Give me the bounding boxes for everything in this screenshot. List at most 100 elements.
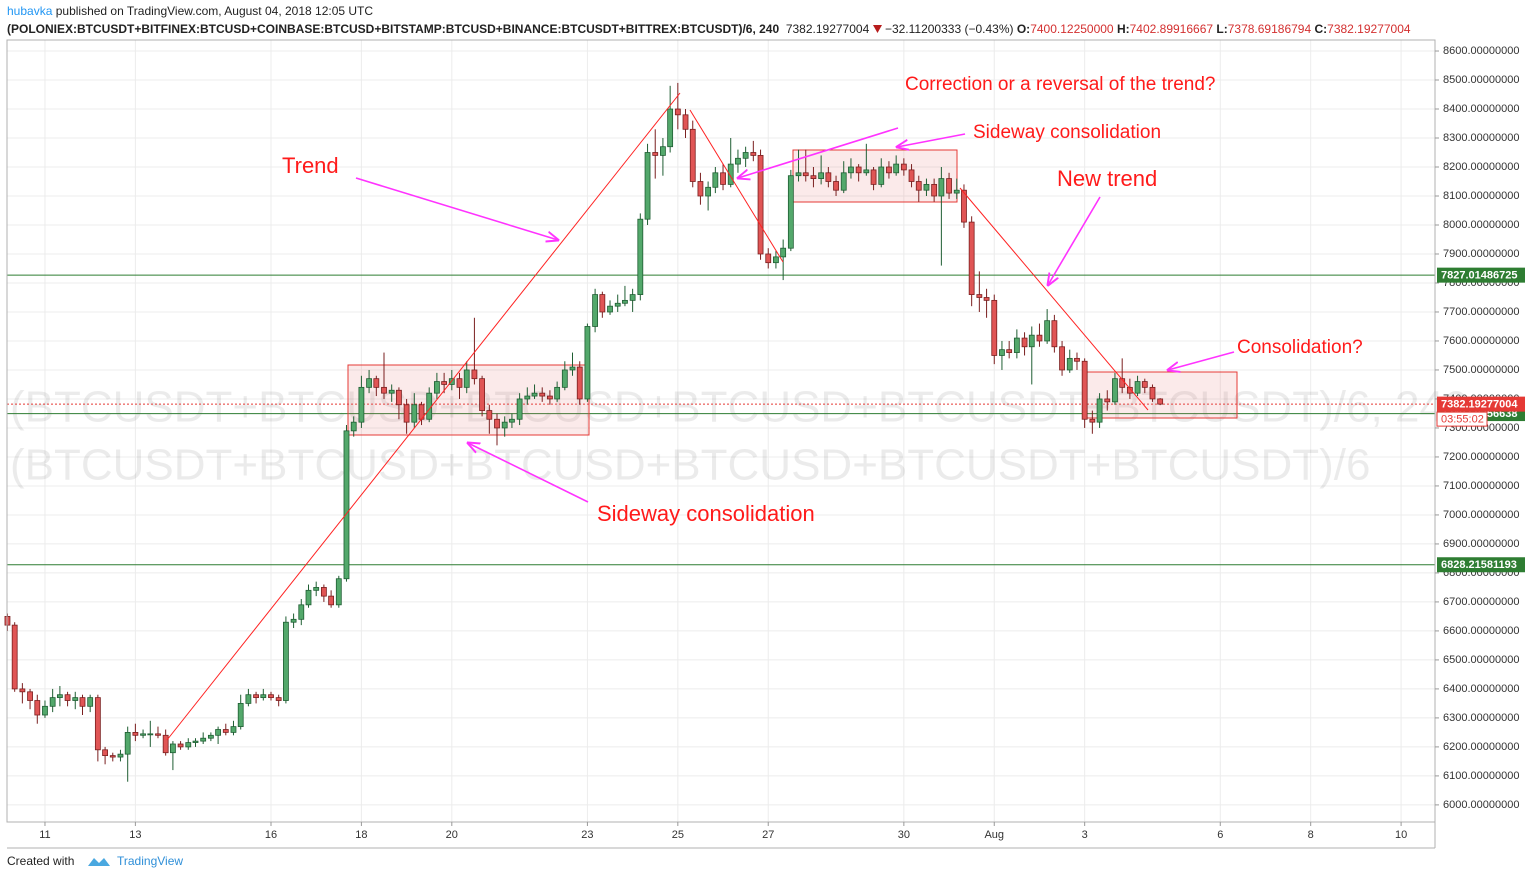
h-value: 7402.89916667 [1129, 22, 1214, 36]
candle-body [689, 128, 696, 182]
arrow [355, 177, 558, 240]
candle-body [855, 166, 862, 174]
candle-body [915, 181, 922, 191]
candle-body [614, 302, 621, 307]
candle-body [946, 178, 952, 194]
candle-body [802, 172, 809, 177]
candle-body [576, 366, 583, 400]
candle-body [245, 694, 252, 704]
l-label: L: [1216, 22, 1228, 36]
candle-body [1044, 320, 1051, 342]
candle-body [358, 386, 365, 423]
candle-body [848, 166, 854, 174]
candle-body [870, 169, 877, 185]
candle-body [840, 172, 847, 191]
candle-body [42, 705, 48, 716]
candle-body [938, 178, 945, 197]
y-tick-label: 8000.00000000 [1443, 219, 1519, 231]
candle-body [735, 157, 741, 165]
candle-body [923, 183, 930, 191]
candle-body [818, 172, 825, 179]
x-tick-label: 10 [1395, 829, 1407, 841]
candle-body [320, 587, 327, 597]
y-tick-label: 8600.00000000 [1443, 45, 1519, 57]
candle-body [516, 398, 523, 420]
candle-body [388, 389, 395, 394]
x-tick-label: 20 [446, 829, 458, 841]
candle-body [441, 381, 448, 385]
candle-body [878, 166, 885, 185]
y-tick-label: 8400.00000000 [1443, 103, 1519, 115]
candle-body [660, 146, 666, 156]
author[interactable]: hubavka [7, 4, 53, 18]
price-badge-label: 6828.21581193 [1441, 559, 1517, 571]
candle-body [833, 181, 839, 191]
drawings [347, 149, 1238, 436]
annotation: Trend [282, 153, 339, 178]
candle-body [983, 297, 990, 301]
range-box [1086, 371, 1238, 419]
x-tick-label: 8 [1308, 829, 1314, 841]
candle-body [19, 688, 26, 693]
candle-body [757, 155, 764, 255]
candle-body [87, 697, 94, 707]
footer-brand[interactable]: TradingView [117, 854, 183, 868]
candle-body [350, 421, 357, 432]
candle-body [968, 221, 975, 295]
candle-body [192, 740, 199, 743]
y-tick-label: 7700.00000000 [1443, 306, 1519, 318]
annotation: Consolidation? [1237, 337, 1363, 358]
arrow [1048, 196, 1101, 285]
candle-body [124, 732, 131, 755]
candle-body [479, 378, 485, 411]
y-tick-label: 6400.00000000 [1443, 683, 1519, 695]
c-value: 7382.19277004 [1327, 22, 1411, 36]
candle-body [456, 378, 463, 388]
annotation: Correction or a reversal of the trend? [905, 74, 1216, 95]
quote-line: (POLONIEX:BTCUSDT+BITFINEX:BTCUSD+COINBA… [7, 22, 1411, 36]
candle-body [1036, 334, 1043, 342]
candle-body [961, 189, 967, 223]
candle-body [222, 729, 229, 733]
candle-body [1126, 386, 1133, 394]
candle-body [773, 256, 779, 264]
x-tick-label: 18 [355, 829, 367, 841]
change: −32.11200333 (−0.43%) [884, 22, 1014, 36]
candle-body [381, 386, 387, 394]
candle-body [1141, 381, 1148, 388]
h-label: H: [1116, 22, 1130, 36]
candle-body [1149, 386, 1156, 400]
trend-line [166, 92, 681, 741]
y-tick-label: 6900.00000000 [1443, 538, 1519, 550]
candle-body [531, 392, 538, 397]
annotation: Sideway consolidation [597, 501, 815, 526]
y-tick-label: 8300.00000000 [1443, 132, 1519, 144]
candle-body [253, 694, 259, 699]
candle-body [64, 694, 71, 701]
candle-body [607, 305, 613, 313]
footer-logo [88, 858, 110, 866]
candle-body [1112, 378, 1118, 403]
candle-body [509, 418, 515, 423]
candle-body [155, 733, 161, 736]
candle-body [1157, 398, 1164, 405]
candle-body [49, 697, 56, 707]
candle-body [644, 152, 651, 220]
price-badge [1437, 557, 1525, 573]
candle-body [780, 247, 787, 258]
symbol: (POLONIEX:BTCUSDT+BITFINEX:BTCUSD+COINBA… [7, 22, 780, 36]
candle-body [94, 697, 101, 751]
y-tick-label: 6700.00000000 [1443, 596, 1519, 608]
candle-body [1134, 381, 1141, 394]
candle-body [366, 378, 372, 388]
x-tick-label: Aug [984, 829, 1004, 841]
candle-body [275, 697, 282, 701]
y-tick-label: 8200.00000000 [1443, 161, 1519, 173]
candle-body [268, 694, 274, 699]
candle-body [750, 152, 757, 156]
candle-body [305, 589, 312, 606]
candle-body [1059, 346, 1065, 371]
price-badge-label: 7382.19277004 [1441, 399, 1518, 411]
candle-body [411, 404, 418, 423]
